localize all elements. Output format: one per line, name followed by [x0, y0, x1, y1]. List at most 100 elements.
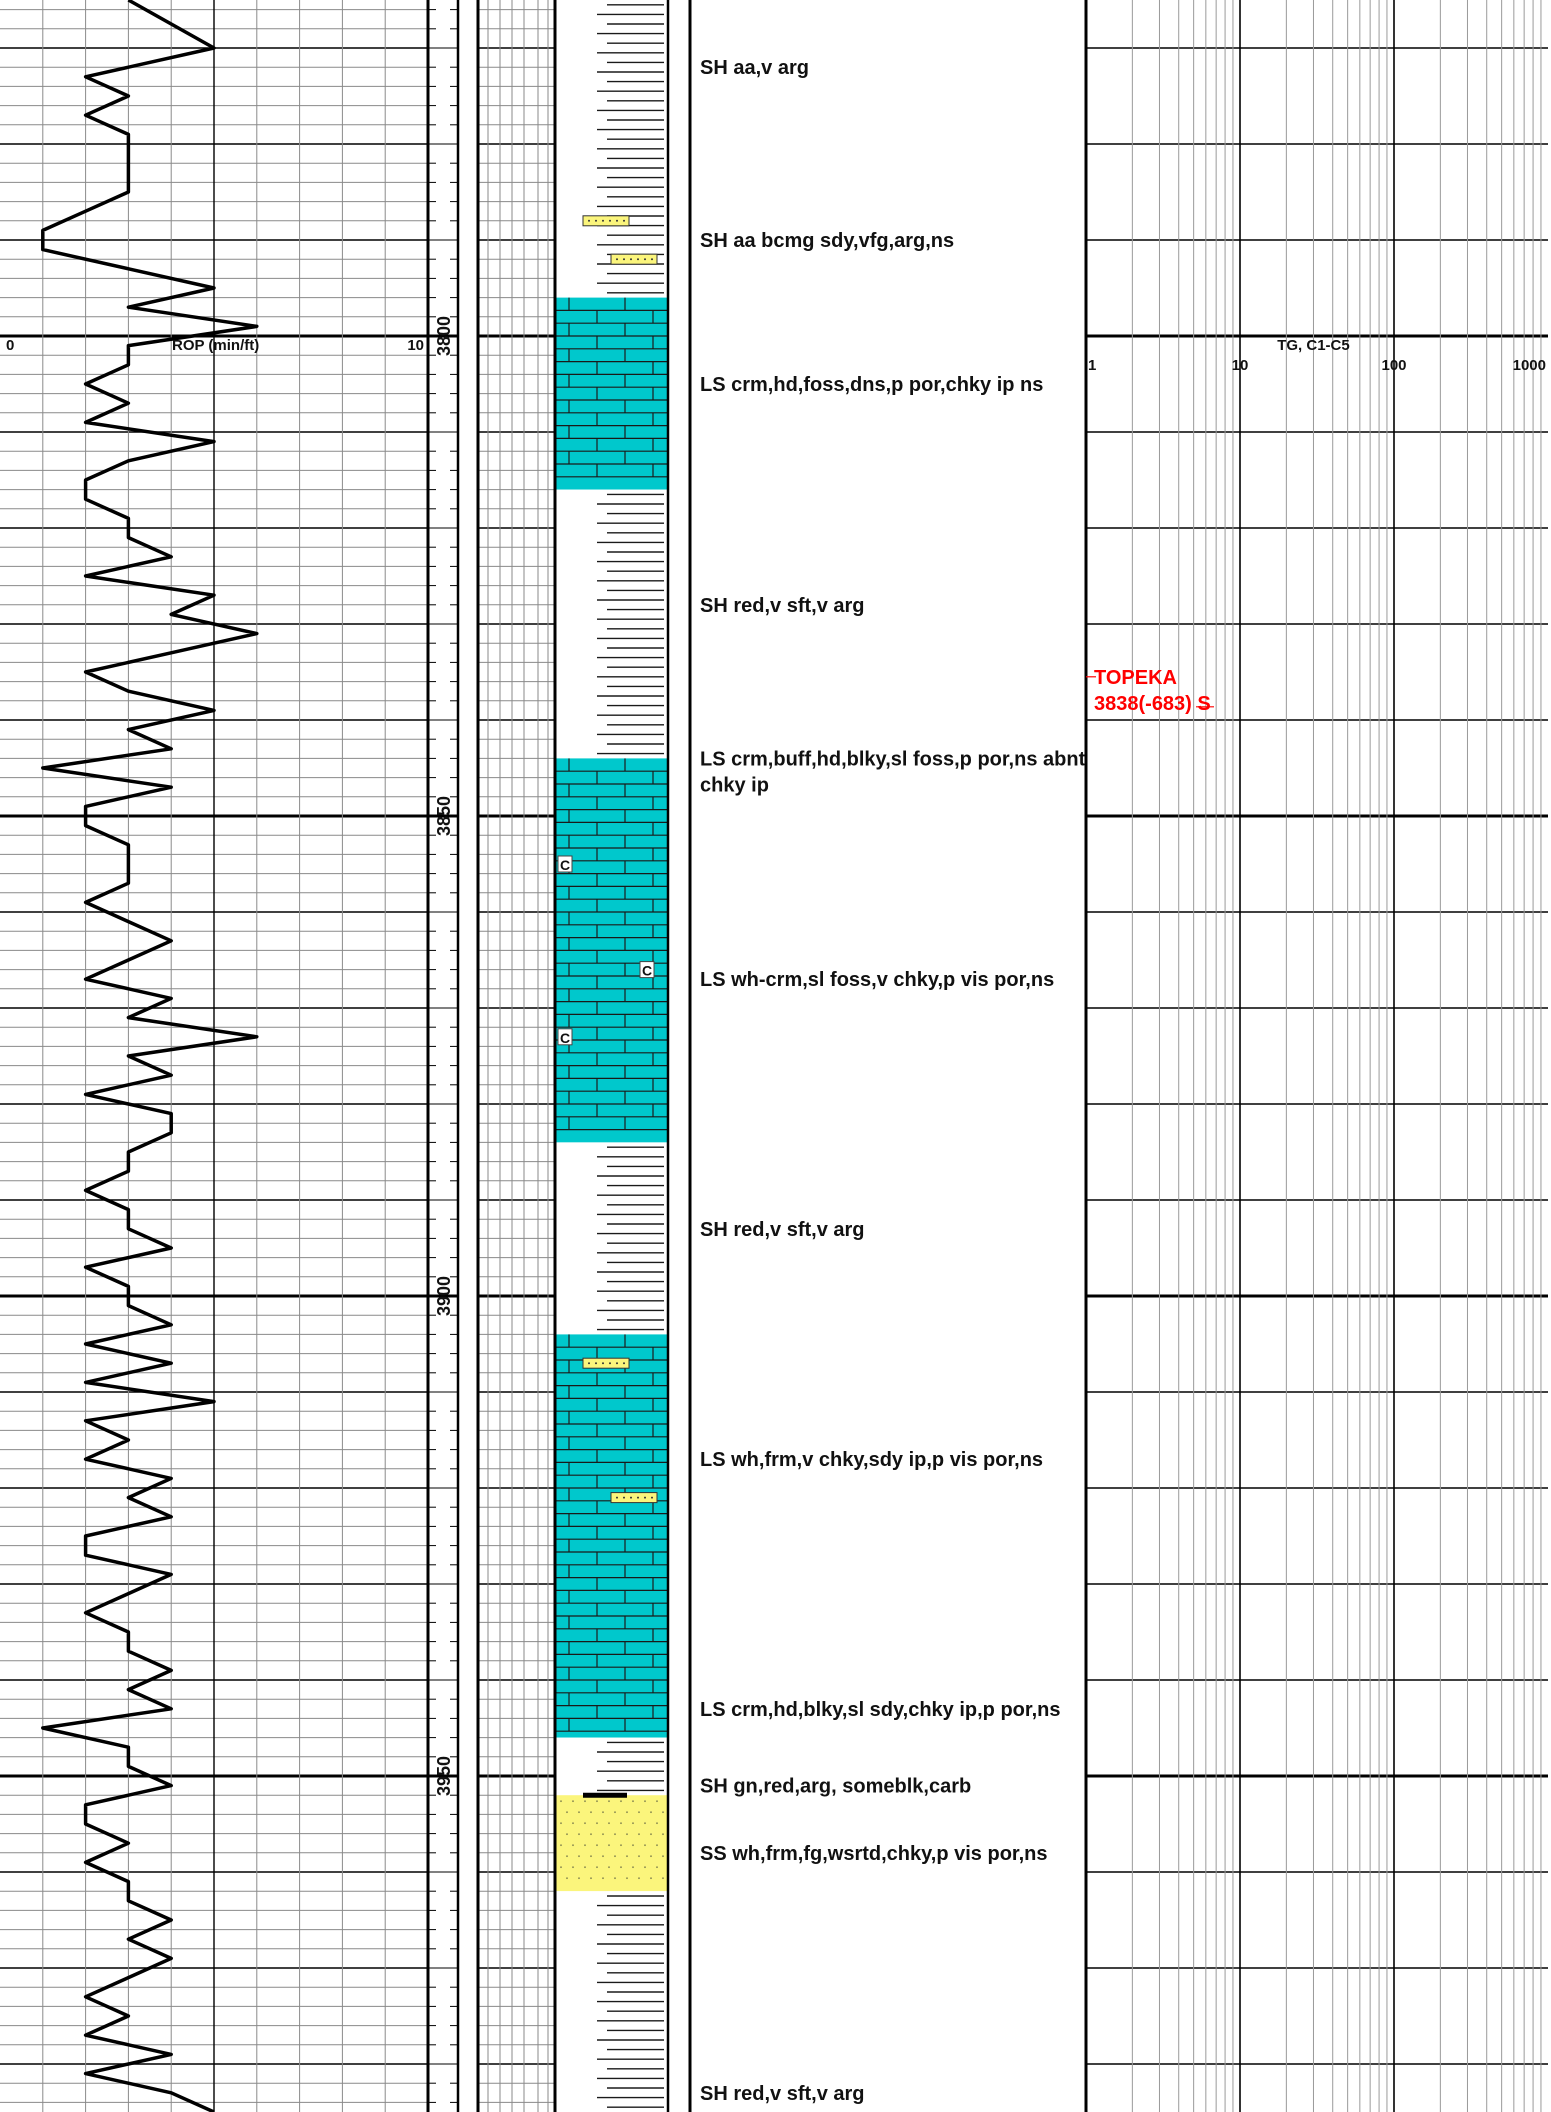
lithology-column: C C C	[555, 0, 668, 2112]
sand-grain	[644, 1800, 646, 1803]
shale-bed	[555, 1142, 668, 1335]
sand-grain	[638, 1833, 640, 1836]
sand-lens	[582, 1357, 630, 1369]
sand-grain	[572, 1800, 574, 1803]
sand-grain	[620, 1866, 622, 1869]
lithology-description: SH aa bcmg sdy,vfg,arg,ns	[700, 230, 954, 252]
sand-grain	[626, 1855, 628, 1858]
sand-grain	[578, 1877, 580, 1880]
sand-grain	[644, 1496, 646, 1499]
lithology-description: LS crm,hd,foss,dns,p por,chky ip ns	[700, 374, 1043, 396]
sand-grain	[584, 1822, 586, 1825]
sand-grain	[588, 219, 590, 222]
limestone-bed	[555, 1334, 668, 1738]
sand-grain	[620, 1800, 622, 1803]
sand-grain	[644, 1866, 646, 1869]
sand-grain	[656, 1800, 658, 1803]
sand-grain	[616, 258, 618, 261]
sand-grain	[608, 1866, 610, 1869]
rop-scale-max: 10	[407, 337, 424, 354]
sand-grain	[590, 1811, 592, 1814]
formation-top-label: 3838(-683) S	[1094, 693, 1211, 715]
chert-symbol-box	[639, 961, 655, 979]
formation-top-label: TOPEKA	[1094, 667, 1177, 689]
sand-grain	[626, 1877, 628, 1880]
sand-grain	[609, 219, 611, 222]
sand-lens	[610, 253, 658, 265]
sand-grain	[626, 1833, 628, 1836]
sand-grain	[650, 1855, 652, 1858]
depth-label: 3900	[434, 1276, 454, 1316]
limestone-bed	[555, 297, 668, 490]
sand-grain	[614, 1833, 616, 1836]
sand-grain	[578, 1811, 580, 1814]
depth-label: 3850	[434, 796, 454, 836]
sand-grain	[602, 1877, 604, 1880]
sand-grain	[578, 1855, 580, 1858]
sand-grain	[623, 1362, 625, 1365]
sand-grain	[632, 1800, 634, 1803]
sand-grain	[614, 1811, 616, 1814]
sand-grain	[616, 1496, 618, 1499]
sand-grain	[637, 258, 639, 261]
lithology-description: SH red,v sft,v arg	[700, 595, 865, 617]
sand-grain	[656, 1866, 658, 1869]
lithology-description: LS crm,buff,hd,blky,sl foss,p por,ns abn…	[700, 748, 1086, 770]
gas-scale-tick: 10	[1232, 357, 1249, 374]
chert-symbol: C	[560, 857, 570, 873]
sand-grain	[588, 1362, 590, 1365]
sand-grain	[608, 1844, 610, 1847]
sand-grain	[630, 258, 632, 261]
sand-grain	[572, 1844, 574, 1847]
sand-grain	[596, 1800, 598, 1803]
sand-grain	[560, 1800, 562, 1803]
rop-curve	[41, 0, 259, 2112]
sand-grain	[608, 1800, 610, 1803]
sand-grain	[614, 1877, 616, 1880]
sand-lens	[610, 1492, 658, 1504]
sand-grain	[602, 1811, 604, 1814]
sand-grain	[566, 1811, 568, 1814]
gas-scale-tick: 100	[1381, 357, 1406, 374]
sand-grain	[584, 1844, 586, 1847]
sand-grain	[566, 1877, 568, 1880]
sand-grain	[620, 1844, 622, 1847]
sand-grain	[584, 1866, 586, 1869]
depth-label: 3800	[434, 316, 454, 356]
sand-grain	[572, 1866, 574, 1869]
labels-layer: 0 ROP (min/ft) 10 TG, C1-C5 1 10 100 1000 3800 38…	[6, 57, 1546, 2105]
sand-grain	[662, 1811, 664, 1814]
sand-grain	[632, 1822, 634, 1825]
sand-grain	[623, 1496, 625, 1499]
sand-grain	[637, 1496, 639, 1499]
sand-grain	[595, 219, 597, 222]
sand-grain	[595, 1362, 597, 1365]
sand-grain	[662, 1855, 664, 1858]
sand-grain	[650, 1811, 652, 1814]
sand-grain	[650, 1877, 652, 1880]
sand-grain	[566, 1855, 568, 1858]
sand-grain	[623, 258, 625, 261]
chert-symbol: C	[560, 1030, 570, 1046]
sand-grain	[656, 1844, 658, 1847]
sand-grain	[560, 1866, 562, 1869]
lithology-description: SH red,v sft,v arg	[700, 2083, 865, 2105]
depth-label: 3950	[434, 1756, 454, 1796]
sand-lens	[582, 215, 630, 227]
sand-grain	[651, 1496, 653, 1499]
sand-grain	[609, 1362, 611, 1365]
chert-symbol: C	[642, 963, 652, 979]
sand-grain	[590, 1833, 592, 1836]
sand-grain	[602, 1362, 604, 1365]
sand-grain	[632, 1844, 634, 1847]
sand-grain	[584, 1800, 586, 1803]
sand-grain	[623, 219, 625, 222]
sand-grain	[638, 1877, 640, 1880]
rop-scale-min: 0	[6, 337, 14, 354]
lithology-description: chky ip	[700, 774, 769, 796]
lithology-description: SS wh,frm,fg,wsrtd,chky,p vis por,ns	[700, 1843, 1047, 1865]
sand-grain	[596, 1822, 598, 1825]
rop-curve-layer	[41, 0, 259, 2112]
